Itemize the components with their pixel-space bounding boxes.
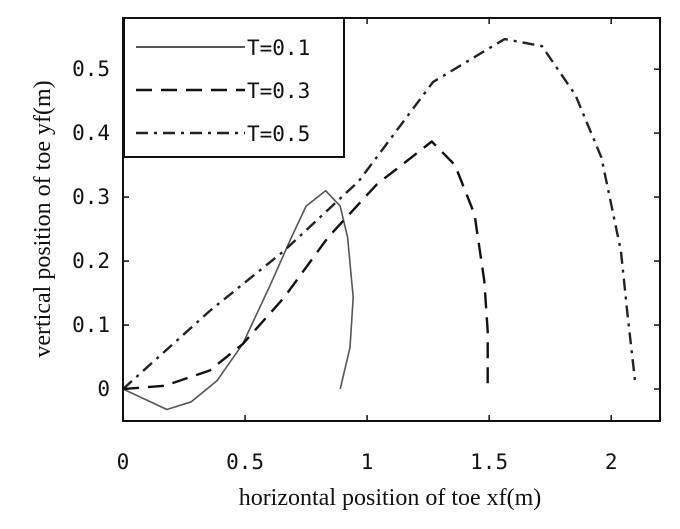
series-layer (122, 37, 637, 411)
x-tick-label: 2 (605, 450, 618, 474)
y-tick-label: 0 (97, 377, 110, 401)
x-tick-label: 0 (117, 450, 130, 474)
legend-box (123, 17, 345, 158)
series-line-T=0.1 (122, 189, 354, 411)
y-axis-label: vertical position of toe yf(m) (30, 80, 56, 357)
legend-label: T=0.1 (247, 36, 310, 60)
y-tick-label: 0.5 (72, 57, 110, 81)
x-tick-label: 1.5 (470, 450, 508, 474)
y-tick-label: 0.4 (72, 121, 110, 145)
x-tick-label: 0.5 (226, 450, 264, 474)
y-tick-label: 0.2 (72, 249, 110, 273)
y-tick-label: 0.3 (72, 185, 110, 209)
plot-frame (122, 17, 661, 422)
legend-label: T=0.3 (247, 79, 310, 103)
x-tick-label: 1 (361, 450, 374, 474)
y-tick-label: 0.1 (72, 313, 110, 337)
tick-layer: 0 0.5 1 1.5 2 0 0.1 0.2 0.3 0.4 0.5 (72, 18, 660, 474)
x-axis-label: horizontal position of toe xf(m) (239, 485, 542, 511)
legend: T=0.1 T=0.3 T=0.5 (123, 17, 345, 158)
series-line-T=0.5 (122, 37, 637, 390)
legend-label: T=0.5 (247, 122, 310, 146)
series-line-T=0.3 (122, 140, 489, 391)
